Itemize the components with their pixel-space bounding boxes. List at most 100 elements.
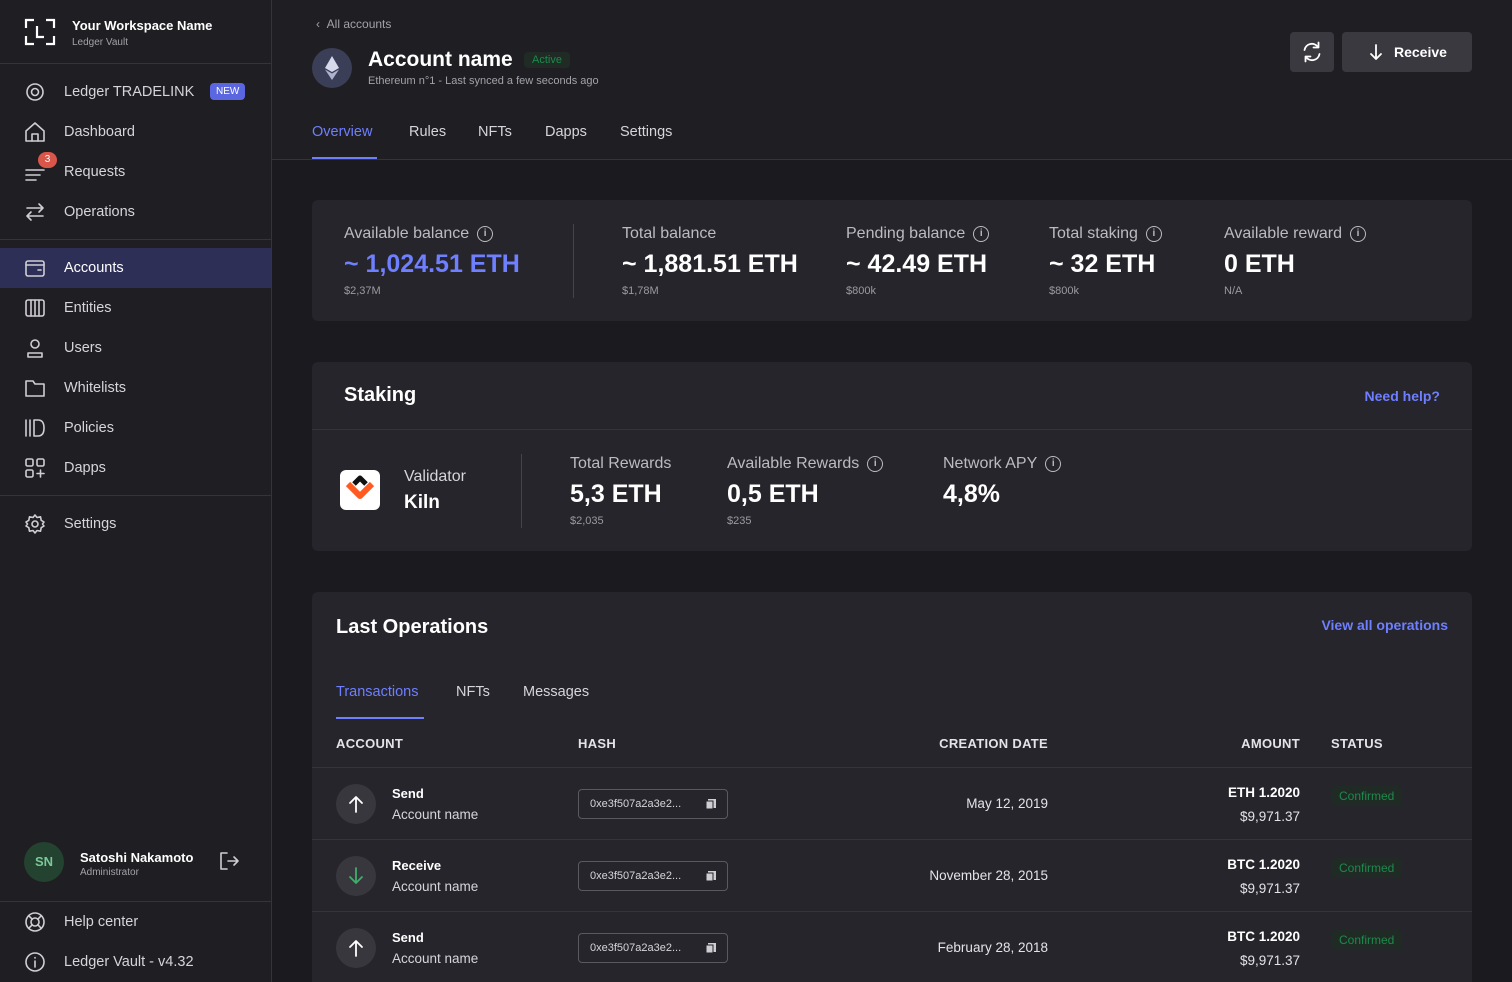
refresh-icon xyxy=(1303,41,1321,63)
column-header-hash: HASH xyxy=(578,736,617,751)
tab-rules[interactable]: Rules xyxy=(409,124,447,140)
sidebar-item-label: Users xyxy=(64,340,102,356)
gear-circle-icon xyxy=(26,83,44,101)
staking-title: Staking xyxy=(344,384,417,406)
copy-icon[interactable] xyxy=(705,798,717,810)
receive-label: Receive xyxy=(1394,44,1447,60)
sidebar-item-tradelink[interactable]: Ledger TRADELINK NEW xyxy=(0,72,271,112)
account-title: Account name xyxy=(368,48,513,71)
sidebar-item-policies[interactable]: Policies xyxy=(0,408,271,448)
receive-button[interactable]: Receive xyxy=(1342,32,1472,72)
table-row[interactable]: Receive Account name 0xe3f507a2a3e2... N… xyxy=(312,839,1472,911)
sidebar-item-label: Dashboard xyxy=(64,124,135,140)
amount-crypto: BTC 1.2020 xyxy=(1227,857,1300,872)
status-badge: Active xyxy=(524,52,570,68)
column-header-account: ACCOUNT xyxy=(336,736,404,751)
sidebar-item-settings[interactable]: Settings xyxy=(0,504,271,544)
hash-chip[interactable]: 0xe3f507a2a3e2... xyxy=(578,861,728,891)
info-icon[interactable]: i xyxy=(867,456,884,472)
amount-crypto: BTC 1.2020 xyxy=(1227,929,1300,944)
sidebar-item-label: Dapps xyxy=(64,460,106,476)
sidebar-item-help-center[interactable]: Help center xyxy=(0,902,271,942)
hash-chip[interactable]: 0xe3f507a2a3e2... xyxy=(578,789,728,819)
info-icon xyxy=(25,952,45,972)
sidebar-item-operations[interactable]: Operations xyxy=(0,192,271,232)
copy-icon[interactable] xyxy=(705,870,717,882)
status-badge: Confirmed xyxy=(1331,858,1403,878)
hash-chip[interactable]: 0xe3f507a2a3e2... xyxy=(578,933,728,963)
operation-type: Send xyxy=(392,930,424,945)
view-all-operations-link[interactable]: View all operations xyxy=(1321,617,1448,633)
sidebar-item-whitelists[interactable]: Whitelists xyxy=(0,368,271,408)
table-row[interactable]: Send Account name 0xe3f507a2a3e2... Febr… xyxy=(312,911,1472,982)
tab-messages[interactable]: Messages xyxy=(523,684,590,700)
amount-fiat: $9,971.37 xyxy=(1239,881,1300,896)
status-badge: Confirmed xyxy=(1331,930,1403,950)
balance-label: Available balance i xyxy=(344,225,494,243)
book-icon xyxy=(25,299,45,317)
sidebar-item-label: Operations xyxy=(64,204,135,220)
workspace-sub: Ledger Vault xyxy=(72,37,128,48)
workspace-switcher[interactable]: Your Workspace Name Ledger Vault xyxy=(0,0,271,64)
total-staking-value: ~ 32 ETH xyxy=(1049,250,1156,278)
balance-label: Pending balance i xyxy=(846,225,990,243)
main-content: ‹ All accounts Account name Active Ether… xyxy=(272,0,1512,982)
balance-label: Total staking i xyxy=(1049,225,1162,243)
sidebar-item-entities[interactable]: Entities xyxy=(0,288,271,328)
stat-fiat: $235 xyxy=(727,515,752,527)
balance-card: Available balance i ~ 1,024.51 ETH $2,37M… xyxy=(312,200,1472,321)
sidebar-item-accounts[interactable]: Accounts xyxy=(0,248,271,288)
sidebar-item-version[interactable]: Ledger Vault - v4.32 xyxy=(0,942,271,982)
tab-transactions[interactable]: Transactions xyxy=(336,684,419,700)
info-icon[interactable]: i xyxy=(973,226,990,242)
arrow-up-icon xyxy=(336,784,376,824)
info-icon[interactable]: i xyxy=(1145,226,1162,242)
account-header: ‹ All accounts Account name Active Ether… xyxy=(272,0,1512,160)
balance-fiat: $800k xyxy=(846,285,876,297)
list-icon xyxy=(25,169,45,181)
tab-nfts[interactable]: NFTs xyxy=(456,684,490,700)
info-icon[interactable]: i xyxy=(1045,456,1062,472)
arrow-up-icon xyxy=(336,928,376,968)
sidebar-item-users[interactable]: Users xyxy=(0,328,271,368)
network-apy-value: 4,8% xyxy=(943,480,1000,508)
balance-label-text: Available balance xyxy=(344,225,470,242)
stat-label-text: Network APY xyxy=(943,455,1038,472)
tab-dapps[interactable]: Dapps xyxy=(545,124,587,140)
info-icon[interactable]: i xyxy=(1350,226,1366,242)
column-header-amount: AMOUNT xyxy=(1241,736,1300,751)
divider xyxy=(521,454,522,528)
operations-card: Last Operations View all operations Tran… xyxy=(312,592,1472,982)
balance-fiat: $1,78M xyxy=(622,285,659,297)
arrow-down-icon xyxy=(1370,44,1382,60)
creation-date: May 12, 2019 xyxy=(966,796,1048,811)
user-profile: SN Satoshi Nakamoto Administrator xyxy=(0,836,271,892)
table-row[interactable]: Send Account name 0xe3f507a2a3e2... May … xyxy=(312,767,1472,839)
sidebar-item-dapps[interactable]: Dapps xyxy=(0,448,271,488)
pending-balance-value: ~ 42.49 ETH xyxy=(846,250,988,278)
column-header-creation-date: CREATION DATE xyxy=(939,736,1048,751)
tab-overview[interactable]: Overview xyxy=(312,124,373,140)
tab-settings[interactable]: Settings xyxy=(620,124,673,140)
back-link[interactable]: ‹ All accounts xyxy=(316,17,392,31)
validator-name: Kiln xyxy=(404,492,440,513)
available-rewards-value: 0,5 ETH xyxy=(727,480,819,508)
tab-nfts[interactable]: NFTs xyxy=(478,124,512,140)
sidebar-item-requests[interactable]: Requests xyxy=(0,152,271,192)
logout-icon[interactable] xyxy=(218,850,240,872)
user-name: Satoshi Nakamoto xyxy=(80,850,194,865)
lifebuoy-icon xyxy=(25,912,45,932)
swap-arrows-icon xyxy=(26,203,44,221)
info-icon[interactable]: i xyxy=(477,226,494,242)
refresh-button[interactable] xyxy=(1290,32,1334,72)
sidebar-item-label: Settings xyxy=(64,516,117,532)
operations-title: Last Operations xyxy=(336,616,489,638)
policies-icon xyxy=(25,419,45,437)
operation-account: Account name xyxy=(392,879,479,894)
need-help-link[interactable]: Need help? xyxy=(1364,388,1440,404)
divider xyxy=(0,495,271,496)
copy-icon[interactable] xyxy=(705,942,717,954)
sidebar-item-dashboard[interactable]: Dashboard xyxy=(0,112,271,152)
user-icon xyxy=(27,339,43,358)
requests-count-badge: 3 xyxy=(38,152,57,168)
